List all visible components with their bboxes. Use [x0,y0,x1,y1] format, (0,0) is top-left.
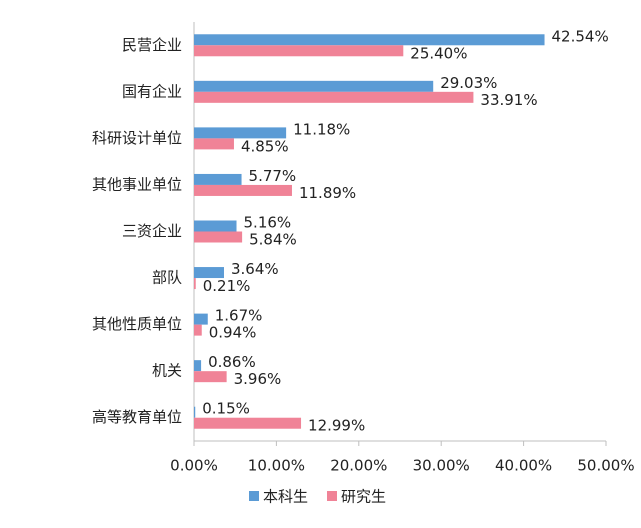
legend-label: 研究生 [341,488,386,506]
x-tick-label: 10.00% [248,457,305,475]
legend-label: 本科生 [263,488,308,506]
value-label: 5.77% [249,167,297,185]
bar [194,173,242,185]
value-label: 3.64% [231,260,279,278]
bar [194,34,545,46]
x-tick-label: 20.00% [330,457,387,475]
bar [194,360,202,372]
bar [194,91,474,103]
bar [194,324,202,336]
legend-swatch [249,491,259,501]
y-tick-label: 机关 [152,362,182,380]
y-tick-label: 科研设计单位 [92,129,182,147]
bar [194,313,208,325]
y-tick-label: 民营企业 [122,36,182,54]
bar [194,127,287,139]
value-label: 33.91% [480,91,537,109]
bar [194,220,237,232]
x-tick-label: 50.00% [577,457,634,475]
x-tick-label: 0.00% [170,457,218,475]
value-label: 5.84% [249,231,297,249]
value-label: 12.99% [308,417,365,435]
legend-swatch [327,491,337,501]
value-label: 11.18% [293,120,350,138]
bar [194,80,434,92]
y-tick-label: 国有企业 [122,82,182,100]
value-label: 0.86% [208,353,256,371]
x-tick-label: 40.00% [495,457,552,475]
bar [194,267,224,279]
bar [194,231,243,243]
y-tick-label: 三资企业 [122,222,182,240]
value-label: 42.54% [552,27,609,45]
bar [194,406,196,418]
value-label: 25.40% [410,44,467,62]
y-tick-label: 其他事业单位 [92,175,182,193]
value-label: 1.67% [215,307,263,325]
y-tick-label: 部队 [152,269,182,287]
x-tick-label: 30.00% [413,457,470,475]
bar [194,138,234,150]
value-label: 0.21% [203,277,251,295]
value-label: 0.15% [202,400,250,418]
y-tick-label: 高等教育单位 [92,408,182,426]
bar [194,45,404,57]
value-label: 0.94% [209,324,257,342]
value-label: 4.85% [241,137,289,155]
bar [194,184,292,196]
y-tick-label: 其他性质单位 [92,315,182,333]
bar [194,417,302,429]
bar [194,278,196,290]
value-label: 5.16% [244,214,292,232]
value-label: 11.89% [299,184,356,202]
value-label: 3.96% [234,370,282,388]
value-label: 29.03% [440,74,497,92]
bar [194,371,227,383]
